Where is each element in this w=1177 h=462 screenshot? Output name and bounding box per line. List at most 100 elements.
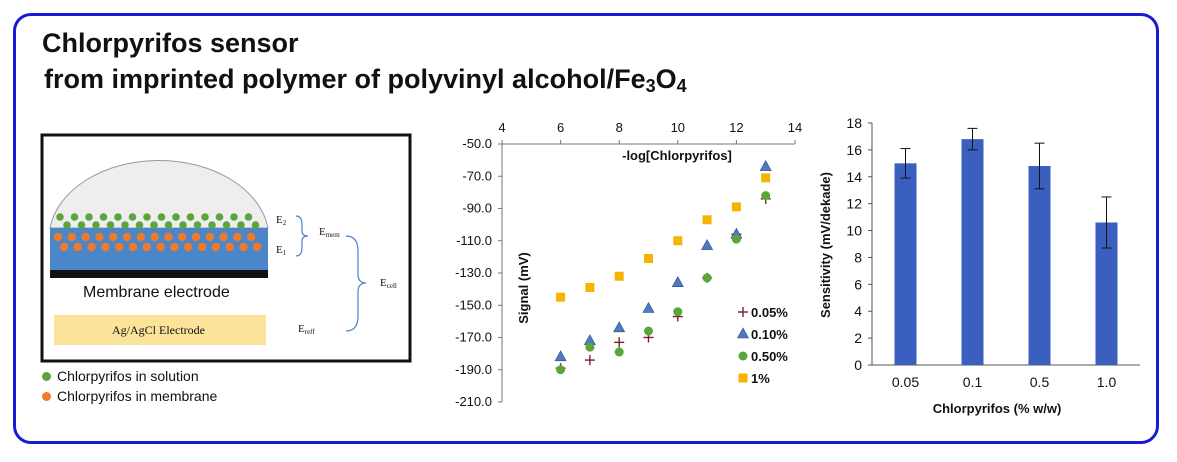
solution-dot [230,213,238,221]
scatter-x-tick-label: 6 [557,120,564,135]
scatter-point-0.50% [731,234,741,244]
membrane-dot [142,242,151,252]
solution-dot [244,213,253,221]
membrane-dot [73,242,82,252]
solution-dot [63,221,71,229]
scatter-point-0.50% [556,365,566,375]
scatter-ylabel: Signal (mV) [516,252,531,324]
scatter-point-0.10% [613,321,626,333]
scatter-x-tick-label: 14 [788,120,802,135]
title-line-1: Chlorpyrifos sensor [42,28,299,58]
scatter-point-1% [585,283,595,293]
scatter-x-tick-label: 12 [729,120,743,135]
solution-dot [143,213,151,221]
scatter-point-0.50% [585,342,595,352]
solution-dot [157,213,166,221]
legend-marker-1% [738,373,748,383]
scatter-point-0.10% [701,238,714,250]
membrane-dot [150,232,159,242]
bar-y-tick-label: 16 [846,142,862,158]
scatter-point-0.50% [702,273,712,283]
solution-dot [56,213,64,221]
e1-label: E1 [276,244,287,257]
solution-dot [128,213,137,221]
membrane-dot [211,242,220,252]
reference-electrode [54,315,266,345]
solution-dot [201,213,209,221]
membrane-dot [136,232,145,242]
bar-0.1 [961,139,984,365]
membrane-dot [87,242,96,252]
bar-y-tick-label: 2 [854,330,862,346]
solution-dot [150,221,158,229]
bar-0.05 [894,163,917,365]
legend-membrane-label: Chlorpyrifos in membrane [57,388,218,404]
bar-y-tick-label: 6 [854,276,862,292]
scatter-x-tick-label: 4 [498,120,505,135]
scatter-y-tick-label: -170.0 [455,330,492,345]
legend-label: 0.50% [751,349,788,364]
title-line-2: from imprinted polymer of polyvinyl alco… [44,64,687,97]
solution-dot [121,221,129,229]
legend-solution-label: Chlorpyrifos in solution [57,368,199,384]
scatter-y-tick-label: -210.0 [455,394,492,409]
solution-dot [99,213,108,221]
solution-dot [114,213,122,221]
solution-dot [237,221,245,229]
scatter-xlabel: -log[Chlorpyrifos] [622,148,732,163]
membrane-dot [205,232,214,242]
reference-electrode-label: Ag/AgCl Electrode [112,323,205,337]
solution-dome [49,160,269,229]
membrane-dot [197,242,207,252]
membrane-dot [191,232,201,242]
bar-ylabel: Sensitivity (mV/dekade) [818,172,833,318]
legend-membrane: Chlorpyrifos in membrane [42,388,217,404]
orange-dot-icon [42,391,51,401]
scatter-point-0.10% [554,350,567,362]
solution-dots [56,213,260,229]
solution-dot [135,221,144,229]
scatter-point-1% [644,253,653,263]
membrane-dot [81,232,90,242]
scatter-point-1% [731,202,741,212]
bar-category-label: 1.0 [1097,374,1117,390]
scatter-point-0.05% [584,355,595,366]
scatter-x-tick-label: 8 [616,120,623,135]
bar-y-tick-label: 8 [854,249,862,265]
scatter-y-tick-label: -70.0 [462,168,492,183]
membrane-dot [247,232,256,242]
scatter-point-0.10% [671,276,684,287]
membrane-dot [170,242,179,252]
scatter-y-tick-label: -90.0 [462,201,492,216]
scatter-point-1% [761,173,771,183]
bar-y-tick-label: 12 [846,196,862,212]
title-subscript-4: 4 [676,76,687,96]
bar-y-tick-label: 14 [846,169,862,185]
legend-label: 1% [751,371,770,386]
legend-marker-0.50% [738,351,748,361]
title-oxygen: O [655,64,677,94]
electrode-base [50,270,268,278]
bar-y-tick-label: 4 [854,303,862,319]
sensitivity-bar-chart: 0 2 4 6 8 10 12 14 16 18 0.05 0.1 0.5 1.0 Chlorpyrifo… [818,115,1140,416]
scatter-point-0.50% [761,191,771,201]
title-line-2-text: from imprinted polymer of polyvinyl alco… [44,64,646,94]
emem-brace [295,215,309,257]
green-dot-icon [42,371,51,381]
scatter-point-0.50% [614,347,624,357]
bar-category-label: 0.05 [892,374,919,390]
solution-dot [70,213,79,221]
solution-dot [222,221,231,229]
membrane-dot [233,232,242,242]
scatter-x-tick-label: 10 [671,120,685,135]
membrane-dot [67,232,76,242]
membrane-dot [59,242,69,252]
ecell-brace [345,235,367,332]
ereff-label: Ereff [298,323,315,336]
membrane-dot [95,232,104,242]
solution-dot [193,221,202,229]
solution-dot [85,213,93,221]
legend-marker-0.05% [738,307,748,317]
scatter-y-tick-label: -190.0 [455,362,492,377]
membrane-dot [128,242,138,252]
